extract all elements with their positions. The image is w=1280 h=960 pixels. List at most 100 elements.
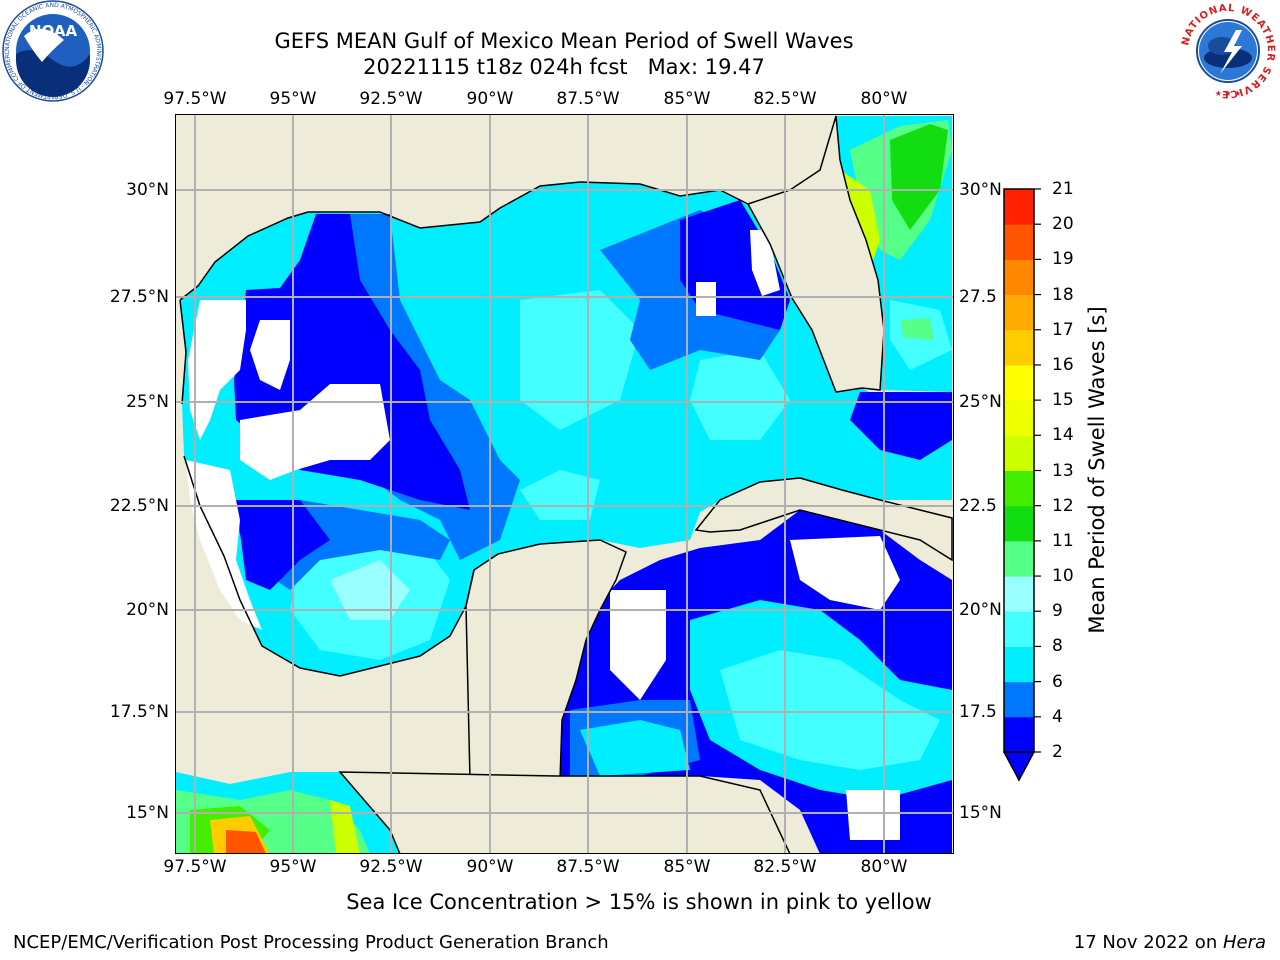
lat-tick-label-right: 15°N [959, 803, 1002, 823]
gulf-light-patch [690, 350, 790, 440]
lat-tick-label-left: 15°N [126, 803, 169, 823]
colorbar-segment [1004, 189, 1034, 225]
colorbar-tick-label: 6 [1052, 671, 1063, 692]
no-data-region [250, 320, 290, 390]
gulf-light-patch [520, 470, 600, 520]
colorbar-segment [1004, 294, 1034, 331]
lon-tick-label-bottom: 87.5°W [556, 857, 620, 877]
colorbar-segment [1004, 505, 1034, 542]
colorbar-tick-label: 2 [1052, 742, 1063, 762]
colorbar-segment [1004, 435, 1034, 471]
lat-tick-label-right: 20°N [959, 600, 1002, 620]
colorbar-tick-labels: 2 4 6 8 9 10 11 12 13 14 15 16 17 18 19 20 21 [1052, 179, 1138, 780]
colorbar-tick-label: 9 [1052, 601, 1063, 622]
colorbar-tick-label: 18 [1052, 284, 1074, 305]
lat-tick-label-right: 22.5 [959, 496, 997, 516]
no-data-region [846, 790, 900, 840]
colorbar-tick-label: 17 [1052, 319, 1074, 340]
pacific-high [226, 830, 266, 854]
map-gridlines [175, 114, 954, 854]
no-data-region [696, 282, 716, 316]
colorbar [1003, 188, 1041, 782]
colorbar-segment [1004, 259, 1034, 296]
chart-subtitle: 20221115 t18z 024h fcst Max: 19.47 [363, 55, 765, 79]
lat-tick-label-left: 30°N [126, 180, 169, 200]
lon-tick-label-bottom: 95°W [269, 857, 317, 877]
lat-tick-label-left: 27.5°N [109, 287, 169, 307]
atlantic-high [890, 124, 948, 230]
lon-tick-label-top: 82.5°W [753, 89, 817, 109]
lon-tick-label-top: 90°W [466, 89, 514, 109]
colorbar-segment [1004, 716, 1034, 753]
noaa-logo: NATIONAL OCEANIC AND ATMOSPHERIC ADMINIS… [2, 0, 104, 102]
colorbar-segment [1004, 681, 1034, 718]
lon-tick-label-bottom: 82.5°W [753, 857, 817, 877]
colorbar-tick-label: 10 [1052, 566, 1074, 587]
lat-tick-label-left: 20°N [126, 600, 169, 620]
colorbar-segment [1004, 576, 1034, 612]
cuba-land [694, 477, 953, 562]
colorbar-tick-label: 15 [1052, 390, 1074, 411]
lat-tick-label-right: 27.5 [959, 287, 997, 307]
sea-ice-note: Sea Ice Concentration > 15% is shown in … [346, 890, 932, 914]
no-data-region [240, 384, 390, 480]
colorbar-extend-arrow [1003, 751, 1036, 782]
lon-tick-label-bottom: 90°W [466, 857, 514, 877]
lon-tick-label-top: 97.5°W [163, 89, 227, 109]
colorbar-tick-label: 21 [1052, 179, 1074, 199]
lat-tick-label-left: 22.5°N [109, 496, 169, 516]
caribbean-light [580, 720, 690, 776]
lon-tick-label-bottom: 92.5°W [359, 857, 423, 877]
no-data-region [186, 460, 262, 630]
colorbar-tick-label: 13 [1052, 460, 1074, 481]
date-stamp: 17 Nov 2022 on Hera [1073, 932, 1266, 953]
lon-tick-label-bottom: 80°W [860, 857, 908, 877]
colorbar-segment [1004, 364, 1034, 401]
gulf-light-patch [520, 290, 640, 430]
lon-tick-label-top: 85°W [663, 89, 711, 109]
florida-land [746, 115, 885, 393]
lon-tick-label-bottom: 85°W [663, 857, 711, 877]
colorbar-segment [1004, 470, 1034, 507]
lat-tick-label-left: 17.5°N [109, 702, 169, 722]
swell-period-map [175, 114, 954, 854]
colorbar-label: Mean Period of Swell Waves [s] [1085, 306, 1109, 634]
colorbar-segment [1004, 329, 1034, 366]
gulf-deep-blue [850, 392, 952, 460]
colorbar-segment [1004, 400, 1034, 436]
atlantic-high [900, 318, 934, 340]
lat-tick-label-right: 25°N [959, 392, 1002, 412]
lon-tick-label-top: 95°W [269, 89, 317, 109]
chart-title: GEFS MEAN Gulf of Mexico Mean Period of … [274, 29, 854, 53]
no-data-region [790, 536, 900, 610]
colorbar-tick-label: 16 [1052, 354, 1074, 375]
colorbar-tick-label: 8 [1052, 636, 1063, 657]
lon-tick-label-top: 87.5°W [556, 89, 620, 109]
colorbar-tick-label: 11 [1052, 530, 1074, 551]
colorbar-tick-label: 12 [1052, 495, 1074, 516]
svg-text:★ ★ ★: ★ ★ ★ [1215, 89, 1242, 98]
lon-tick-label-bottom: 97.5°W [163, 857, 227, 877]
colorbar-segment [1004, 611, 1034, 647]
colorbar-segment [1004, 224, 1034, 260]
no-data-region [610, 590, 666, 700]
lat-tick-label-left: 25°N [126, 392, 169, 412]
colorbar-segment [1004, 540, 1034, 577]
noaa-logo-text: NOAA [29, 22, 78, 40]
colorbar-tick-label: 14 [1052, 425, 1074, 446]
colorbar-tick-label: 19 [1052, 249, 1074, 270]
no-data-region [188, 300, 246, 440]
no-data-region [750, 230, 780, 296]
colorbar-tick-label: 20 [1052, 214, 1074, 235]
colorbar-tick-label: 4 [1052, 706, 1063, 727]
lon-tick-label-top: 80°W [860, 89, 908, 109]
atlantic-high [840, 170, 880, 270]
lon-tick-label-top: 92.5°W [359, 89, 423, 109]
lat-tick-label-right: 30°N [959, 180, 1002, 200]
gulf-deep-blue [236, 500, 330, 590]
colorbar-segment [1004, 646, 1034, 683]
credit-text: NCEP/EMC/Verification Post Processing Pr… [13, 932, 609, 953]
lat-tick-label-right: 17.5 [959, 702, 997, 722]
nws-logo: NATIONAL WEATHER SERVICE ★ ★ ★ [1179, 2, 1277, 100]
machine-name: Hera [1222, 932, 1266, 953]
